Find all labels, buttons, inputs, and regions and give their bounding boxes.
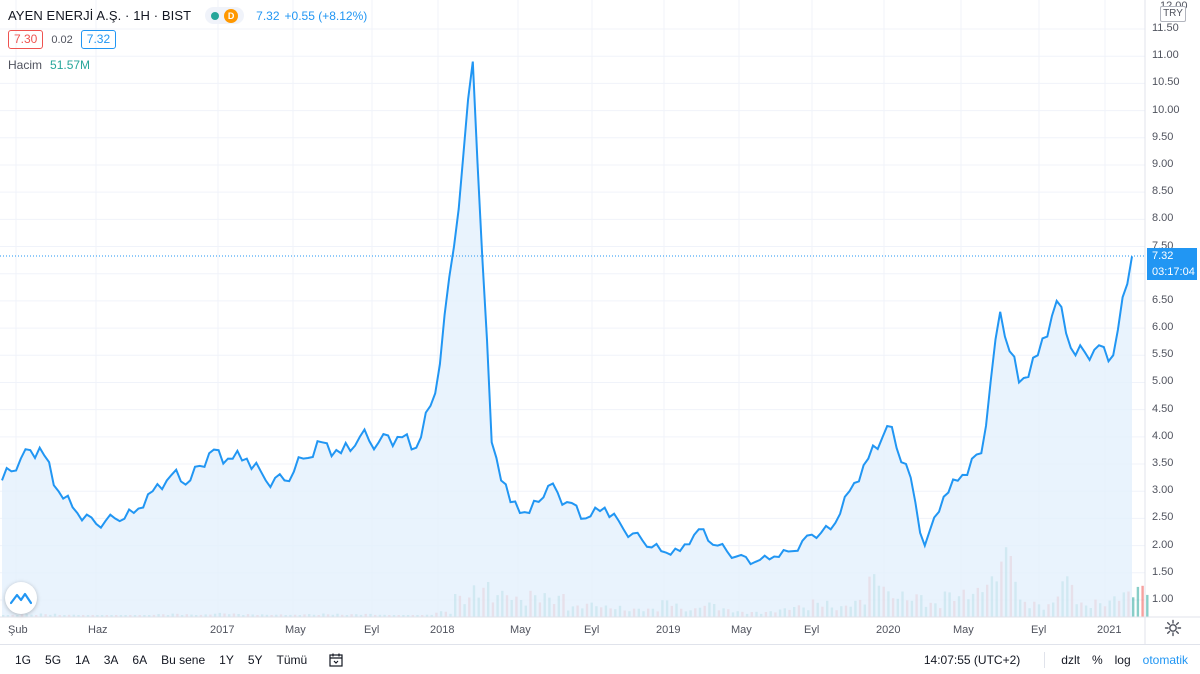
range-5y-button[interactable]: 5Y [247, 652, 263, 667]
range-1y-button[interactable]: 1Y [219, 652, 234, 667]
price-tick-label: 4.00 [1152, 429, 1174, 442]
bar-countdown-tag: 03:17:04 [1147, 264, 1197, 280]
spread-value: 0.02 [51, 33, 73, 46]
volume-label[interactable]: Hacim [8, 58, 43, 72]
price-tick-label: 6.50 [1152, 293, 1174, 306]
price-tick-label: 3.50 [1152, 457, 1174, 470]
volume-bar [1141, 585, 1144, 617]
time-tick-label: 2018 [430, 624, 455, 636]
time-tick-label: May [953, 624, 974, 636]
bid-button[interactable]: 7.30 [8, 30, 44, 49]
price-tick-label: 1.50 [1152, 565, 1174, 578]
range-ytd-button[interactable]: Bu sene [161, 652, 206, 667]
range-1d-button[interactable]: 1G [15, 652, 32, 667]
price-tick-label: 9.00 [1152, 157, 1174, 170]
adjust-toggle[interactable]: dzlt [1061, 653, 1080, 667]
price-tick-label: 6.00 [1152, 321, 1174, 334]
market-status[interactable]: D [205, 7, 245, 24]
legend-change: +0.55 (+8.12%) [284, 8, 368, 23]
time-tick-label: Eyl [1031, 624, 1047, 636]
clock-timezone[interactable]: 14:07:55 (UTC+2) [923, 653, 1021, 667]
volume-value: 51.57M [50, 58, 91, 72]
price-tick-label: 1.00 [1152, 593, 1174, 605]
range-all-button[interactable]: Tümü [276, 652, 308, 667]
price-line [1, 61, 1133, 566]
time-tick-label: Şub [8, 624, 28, 636]
ask-button[interactable]: 7.32 [80, 30, 117, 49]
delay-badge: D [224, 8, 239, 23]
time-tick-label: 2020 [876, 624, 901, 636]
price-tick-label: 8.00 [1152, 212, 1174, 225]
time-tick-label: May [285, 624, 306, 636]
price-tick-label: 2.00 [1152, 538, 1174, 551]
time-tick-label: May [731, 624, 752, 636]
price-tick-label: 11.00 [1152, 49, 1179, 62]
price-tick-label: 9.50 [1152, 130, 1174, 143]
symbol-title[interactable]: AYEN ENERJİ A.Ş. · 1H · BIST [8, 8, 192, 23]
price-tick-label: 11.50 [1152, 22, 1179, 34]
market-open-dot [211, 11, 220, 20]
range-3m-button[interactable]: 3A [103, 652, 119, 667]
time-tick-label: 2017 [210, 624, 235, 636]
legend-last-price: 7.32 [256, 8, 280, 23]
range-6m-button[interactable]: 6A [132, 652, 148, 667]
percent-toggle[interactable]: % [1091, 653, 1103, 667]
bottom-toolbar: 1G 5G 1A 3A 6A Bu sene 1Y 5Y Tümü 14:07:… [0, 644, 1200, 674]
price-tick-label: 10.00 [1152, 103, 1180, 116]
time-tick-label: Eyl [804, 624, 820, 636]
time-tick-label: 2019 [656, 624, 681, 636]
time-tick-label: Eyl [584, 624, 600, 636]
price-tick-label: 5.50 [1152, 348, 1174, 361]
divider [1044, 652, 1046, 668]
price-area-fill [2, 61, 1132, 618]
settings-gear-icon[interactable] [1164, 619, 1182, 637]
bottom-right-controls: 14:07:55 (UTC+2) dzlt % log otomatik [924, 645, 1200, 674]
log-toggle[interactable]: log [1114, 653, 1131, 667]
volume-bar [1136, 586, 1140, 617]
time-tick-label: May [510, 624, 531, 636]
price-tick-label: 3.00 [1152, 484, 1174, 497]
range-5d-button[interactable]: 5G [45, 652, 62, 667]
price-tick-label: 5.00 [1152, 375, 1174, 388]
price-tick-label: 4.50 [1152, 402, 1174, 415]
legend-volume: Hacim 51.57M [8, 58, 90, 72]
volume-bar [1146, 594, 1149, 617]
currency-button[interactable]: TRY [1160, 6, 1186, 22]
auto-scale-toggle[interactable]: otomatik [1142, 653, 1188, 667]
tradingview-logo-icon[interactable] [5, 582, 37, 614]
price-tick-label: 8.50 [1152, 185, 1174, 198]
last-price-tag: 7.32 [1147, 248, 1197, 264]
time-tick-label: Haz [88, 624, 108, 636]
date-range-icon[interactable] [328, 652, 344, 668]
price-tick-label: 2.50 [1152, 511, 1174, 524]
price-tick-label: 10.50 [1152, 76, 1180, 89]
range-1m-button[interactable]: 1A [75, 652, 90, 667]
time-tick-label: Eyl [364, 624, 380, 636]
legend-quotes: 7.30 0.02 7.32 [8, 30, 117, 49]
time-tick-label: 2021 [1097, 624, 1122, 636]
volume-bar [1132, 597, 1135, 617]
legend-main: AYEN ENERJİ A.Ş. · 1H · BIST D 7.32 +0.5… [8, 7, 367, 24]
